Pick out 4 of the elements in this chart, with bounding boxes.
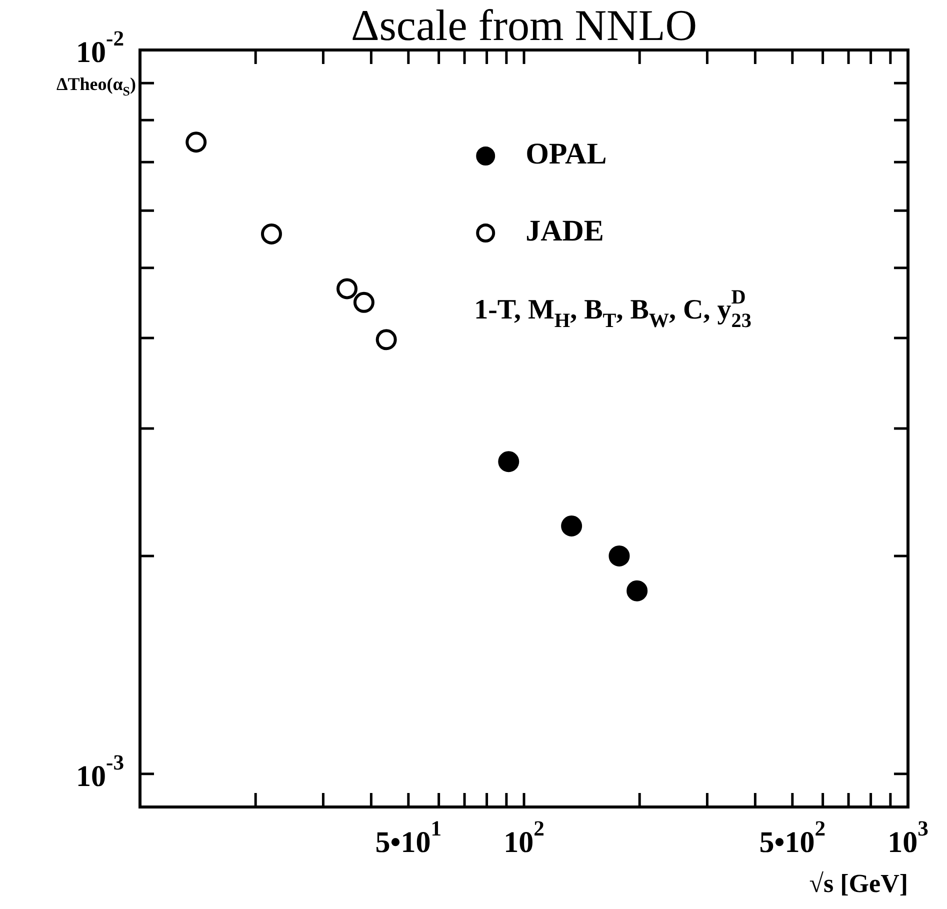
legend-label: OPAL [526, 138, 607, 171]
x-axis-title: √s [GeV] [809, 869, 908, 898]
legend-label: JADE [526, 214, 604, 248]
chart-title: Δscale from NNLO [351, 1, 697, 50]
